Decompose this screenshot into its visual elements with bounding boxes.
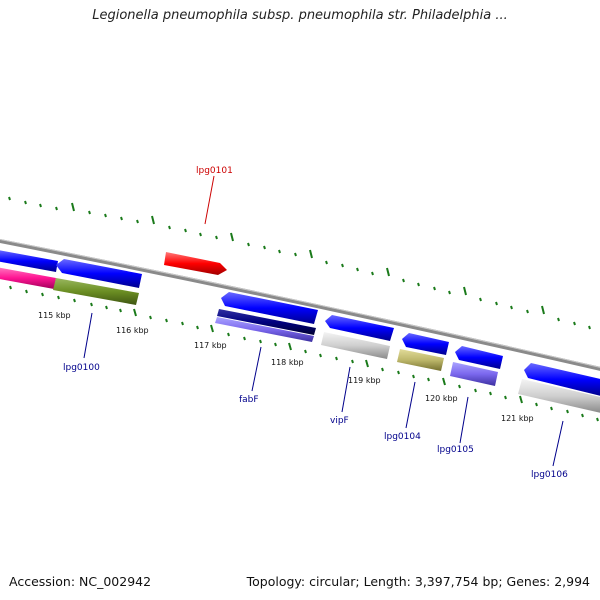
- label-leaders: [83, 175, 564, 467]
- gene-lpg0106-feature[interactable]: [518, 379, 600, 413]
- reverse-tick-track: [9, 285, 599, 422]
- gene-lpg0104-feature[interactable]: [397, 349, 444, 371]
- gene-vipF-feature[interactable]: [321, 332, 390, 359]
- scale-label: 121 kbp: [501, 414, 534, 423]
- scale-label: 117 kbp: [194, 341, 227, 350]
- map-title: Legionella pneumophila subsp. pneumophil…: [92, 8, 508, 23]
- gene-lpg0100-forward[interactable]: [56, 259, 142, 288]
- gene-label-lpg0106[interactable]: lpg0106: [531, 470, 568, 480]
- scale-label: 116 kbp: [116, 326, 149, 335]
- gene-label-lpg0101[interactable]: lpg0101: [196, 166, 233, 176]
- gene-fabF-feature-a[interactable]: [217, 309, 316, 335]
- gene-lpg0105-feature[interactable]: [450, 362, 498, 386]
- accession-text: Accession: NC_002942: [9, 574, 152, 589]
- gene-left-edge[interactable]: [0, 250, 58, 272]
- gene-labels: lpg0101 lpg0100 fabF vipF lpg0104 lpg010…: [63, 166, 568, 480]
- gene-label-vipF[interactable]: vipF: [330, 416, 349, 426]
- gene-label-lpg0104[interactable]: lpg0104: [384, 432, 421, 442]
- gene-lpg0105-forward[interactable]: [455, 346, 503, 369]
- reverse-genes: [0, 267, 600, 413]
- forward-tick-track: [8, 196, 591, 330]
- topology-text: Topology: circular; Length: 3,397,754 bp…: [246, 574, 590, 589]
- gene-lpg0100-feature[interactable]: [53, 278, 139, 305]
- gene-fabF-forward[interactable]: [221, 292, 318, 324]
- gene-vipF-forward[interactable]: [325, 315, 394, 341]
- gene-lpg0104-forward[interactable]: [402, 333, 449, 355]
- scale-label: 120 kbp: [425, 394, 458, 403]
- scale-label: 119 kbp: [348, 376, 381, 385]
- scale-labels: 115 kbp 116 kbp 117 kbp 118 kbp 119 kbp …: [38, 311, 534, 423]
- gene-lpg0101[interactable]: [164, 252, 227, 275]
- gene-label-lpg0100[interactable]: lpg0100: [63, 363, 100, 373]
- gene-lpg0106-forward[interactable]: [524, 363, 600, 396]
- gene-label-fabF[interactable]: fabF: [239, 395, 259, 405]
- scale-label: 115 kbp: [38, 311, 71, 320]
- gene-label-lpg0105[interactable]: lpg0105: [437, 445, 474, 455]
- gene-fabF-feature-b[interactable]: [215, 317, 314, 342]
- genome-backbone: [0, 238, 600, 371]
- gene-pink[interactable]: [0, 267, 56, 289]
- scale-label: 118 kbp: [271, 358, 304, 367]
- forward-genes: [0, 250, 600, 396]
